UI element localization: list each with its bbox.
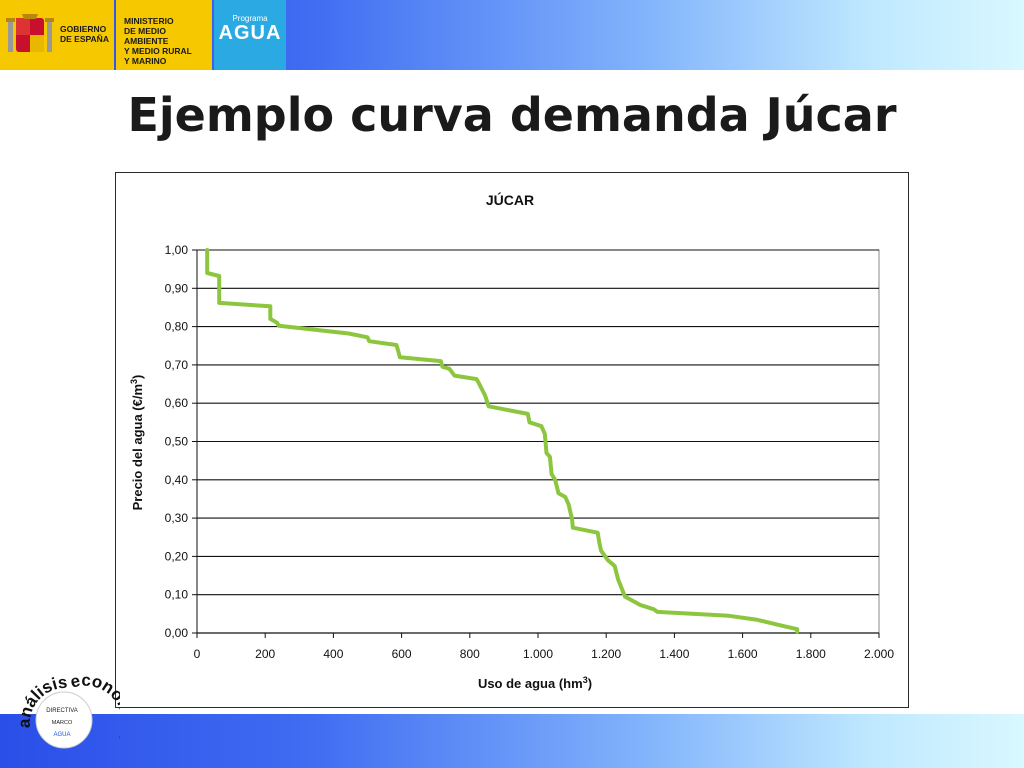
x-tick-label: 1.600 (728, 647, 758, 661)
badge-line3: AGUA (53, 732, 70, 738)
x-tick-label: 1.200 (591, 647, 621, 661)
programa-name: AGUA (218, 22, 282, 44)
x-tick-label: 2.000 (864, 647, 894, 661)
gobierno-text: GOBIERNO DE ESPAÑA (60, 24, 109, 44)
x-tick-label: 1.000 (523, 647, 553, 661)
analisis-economico-badge: análisis económico DIRECTIVA MARCO AGUA (15, 674, 120, 749)
x-axis-label: Uso de agua (hm3) (478, 675, 592, 691)
chart-frame: 0,00 0,10 0,20 0,30 0,40 0,50 0,60 0,70 0,80 0,90… (115, 172, 909, 708)
y-tick-label: 0,90 (165, 281, 189, 295)
chart-title: JÚCAR (486, 191, 534, 208)
demand-curve-line (205, 248, 800, 634)
y-tick-label: 0,30 (165, 511, 189, 525)
ministerio-logo: MINISTERIO DE MEDIO AMBIENTE Y MEDIO RUR… (116, 0, 212, 70)
x-tick-label: 200 (255, 647, 275, 661)
x-tick-label: 600 (392, 647, 412, 661)
badge-line1: DIRECTIVA (46, 708, 78, 714)
ministerio-text: MINISTERIO DE MEDIO AMBIENTE Y MEDIO RUR… (124, 16, 192, 66)
y-tick-label: 0,60 (165, 396, 189, 410)
x-tick-label: 1.400 (659, 647, 689, 661)
x-tick-label: 1.800 (796, 647, 826, 661)
gobierno-logo: GOBIERNO DE ESPAÑA (0, 0, 114, 70)
programa-agua-logo: Programa AGUA (214, 0, 286, 70)
y-tick-label: 0,70 (165, 358, 189, 372)
footer-band (0, 714, 1024, 768)
x-tick-label: 400 (323, 647, 343, 661)
y-tick-label: 0,80 (165, 320, 189, 334)
badge-line2: MARCO (52, 720, 73, 726)
programa-label: Programa (232, 14, 268, 23)
slide-title: Ejemplo curva demanda Júcar (127, 88, 897, 142)
x-tick-label: 0 (194, 647, 201, 661)
y-tick-label: 0,40 (165, 473, 189, 487)
y-tick-label: 0,10 (165, 588, 189, 602)
x-tick-label: 800 (460, 647, 480, 661)
y-tick-label: 0,50 (165, 435, 189, 449)
y-axis-label: Precio del agua (€/m3) (129, 375, 145, 511)
y-tick-label: 0,20 (165, 549, 189, 563)
demand-curve-chart: 0,00 0,10 0,20 0,30 0,40 0,50 0,60 0,70 0,80 0,90… (129, 191, 894, 691)
y-tick-label: 0,00 (165, 626, 189, 640)
coat-of-arms-icon (6, 14, 54, 52)
y-tick-label: 1,00 (165, 243, 189, 257)
